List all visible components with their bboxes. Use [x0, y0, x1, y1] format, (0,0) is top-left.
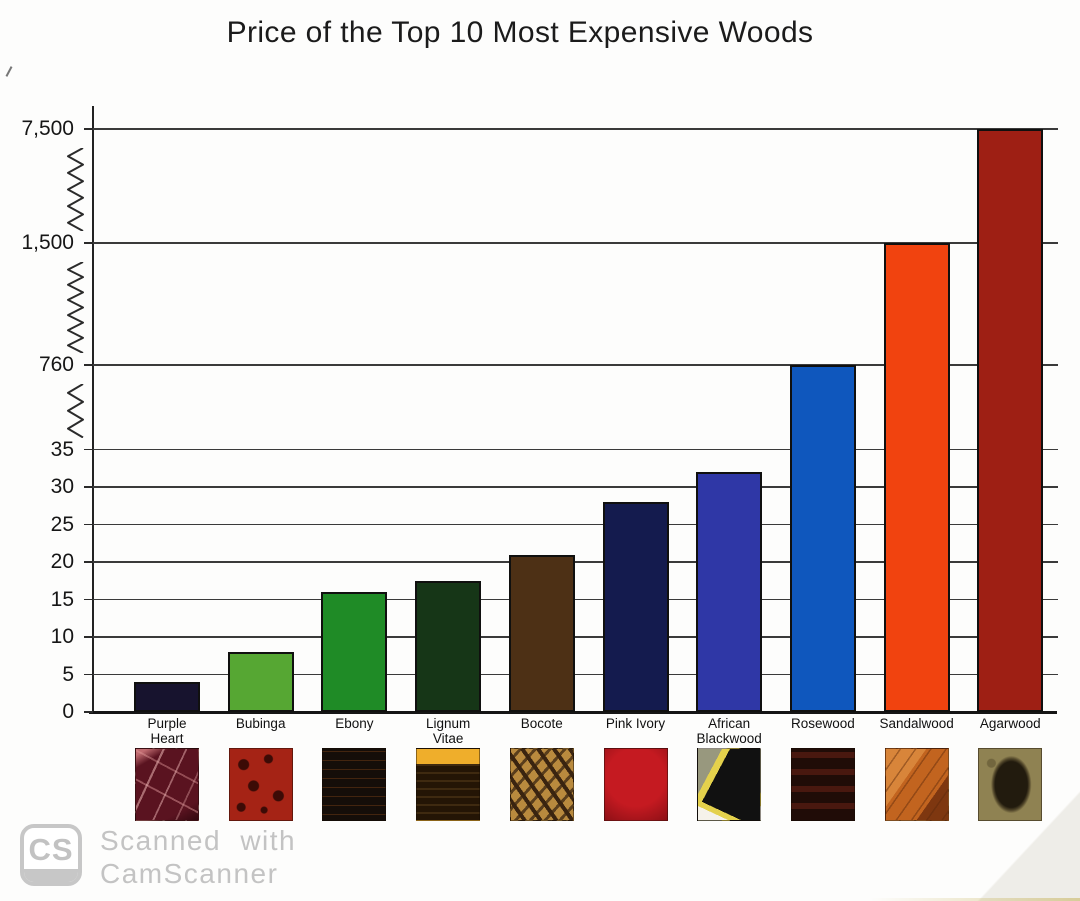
wood-sample-rosewood: [790, 748, 855, 821]
scan-corner-shade: [930, 771, 1080, 901]
watermark-text: Scanned with CamScanner: [100, 824, 296, 890]
camscanner-logo-letters: CS: [28, 832, 74, 867]
x-label-purple-heart: Purple Heart: [147, 716, 187, 746]
y-axis-tick: [84, 523, 93, 526]
gridline-20: [93, 561, 1058, 563]
bar-lignum-vitae: [415, 580, 482, 712]
camscanner-logo: CS: [20, 824, 82, 886]
bar-agarwood: [977, 129, 1044, 712]
y-axis-tick: [84, 673, 93, 676]
axis-break-zigzag: [67, 148, 84, 231]
axis-break-zigzag: [67, 262, 84, 353]
x-label-agarwood: Agarwood: [979, 716, 1041, 731]
wood-sample-agarwood: [978, 748, 1043, 821]
x-label-ebony: Ebony: [335, 716, 374, 731]
watermark-line1: Scanned with: [100, 825, 297, 856]
watermark-line2: CamScanner: [100, 858, 279, 889]
x-label-rosewood: Rosewood: [790, 716, 855, 731]
y-tick-label: 7,500: [21, 117, 74, 140]
y-tick-label: 10: [50, 625, 74, 648]
axis-break-zigzag: [67, 384, 84, 438]
bar-sandalwood: [883, 243, 950, 712]
bar-pink-ivory: [602, 502, 669, 712]
y-axis-tick: [84, 242, 93, 244]
x-label-bubinga: Bubinga: [235, 716, 286, 731]
gridline-5: [93, 673, 1058, 676]
scan-bottom-edge: [870, 898, 1080, 901]
wood-sample-ebony: [322, 748, 387, 821]
y-tick-label: 1,500: [21, 231, 74, 254]
gridline-10: [93, 636, 1058, 638]
x-label-sandalwood: Sandalwood: [879, 716, 954, 731]
y-axis-tick: [84, 364, 93, 366]
y-tick-label: 20: [50, 550, 74, 573]
wood-sample-african-blackwood: [697, 748, 762, 821]
gridline-15: [93, 598, 1058, 601]
y-axis-line: [92, 106, 94, 713]
bar-bubinga: [227, 652, 294, 712]
gridline-7500: [93, 128, 1058, 130]
camscanner-logo-bar: [24, 869, 78, 882]
bar-purple-heart: [134, 682, 200, 712]
gridline-1500: [93, 242, 1058, 244]
camscanner-watermark: CS Scanned with CamScanner: [20, 824, 296, 890]
wood-sample-sandalwood: [884, 748, 949, 821]
wood-sample-pink-ivory: [603, 748, 668, 821]
y-axis-tick: [84, 486, 93, 488]
gridline-760: [93, 364, 1058, 366]
y-axis-tick: [84, 711, 93, 713]
y-tick-label: 760: [38, 353, 74, 376]
gridline-30: [93, 486, 1058, 488]
x-label-lignum-vitae: Lignum Vitae: [425, 716, 471, 746]
y-tick-label: 30: [50, 475, 74, 498]
y-tick-label: 5: [62, 662, 74, 686]
x-label-pink-ivory: Pink Ivory: [605, 716, 666, 731]
y-axis-tick: [84, 448, 93, 451]
gridline-35: [93, 448, 1058, 451]
wood-sample-lignum-vitae: [416, 748, 481, 821]
x-label-african-blackwood: African Blackwood: [696, 716, 762, 746]
y-axis-tick: [84, 636, 93, 638]
y-tick-label: 25: [50, 512, 74, 536]
y-axis-tick: [84, 561, 93, 563]
y-tick-label: 0: [62, 700, 74, 723]
bar-african-blackwood: [696, 472, 763, 712]
bar-rosewood: [789, 365, 856, 712]
chart-title: Price of the Top 10 Most Expensive Woods: [226, 16, 814, 49]
y-tick-label: 15: [50, 587, 74, 611]
y-axis-tick: [84, 598, 93, 601]
wood-sample-bubinga: [228, 748, 293, 821]
bar-bocote: [508, 554, 575, 712]
x-label-bocote: Bocote: [520, 716, 563, 731]
wood-sample-purple-heart: [135, 748, 199, 821]
y-tick-label: 35: [50, 437, 74, 461]
gridline-25: [93, 523, 1058, 526]
y-axis-tick: [84, 128, 93, 130]
x-axis-line: [89, 711, 1057, 714]
wood-sample-bocote: [509, 748, 574, 821]
bar-ebony: [321, 592, 388, 712]
